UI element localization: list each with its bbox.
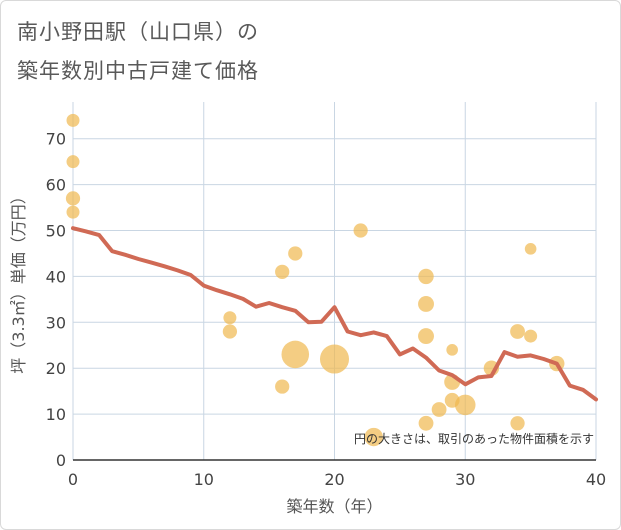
data-bubble <box>319 344 350 374</box>
y-tick-label: 10 <box>46 405 66 424</box>
data-bubble <box>288 246 303 261</box>
data-bubble <box>446 344 458 356</box>
data-bubble <box>454 394 476 416</box>
x-tick-label: 20 <box>324 470 344 489</box>
x-tick-label: 30 <box>455 470 475 489</box>
x-tick-label: 0 <box>68 470 78 489</box>
data-bubble <box>66 205 80 219</box>
y-tick-label: 30 <box>46 313 66 332</box>
data-bubble <box>353 223 368 238</box>
y-tick-label: 20 <box>46 359 66 378</box>
data-bubble <box>66 155 80 169</box>
data-bubble <box>524 243 537 255</box>
data-bubble <box>66 113 80 127</box>
data-bubble <box>223 311 237 325</box>
data-bubble <box>65 191 81 206</box>
bubble-series <box>65 113 565 447</box>
chart-title-line-1: 南小野田駅（山口県）の <box>17 20 259 44</box>
data-bubble <box>418 415 434 431</box>
data-bubble <box>418 268 434 285</box>
x-tick-label: 40 <box>586 470 606 489</box>
data-bubble <box>524 329 538 343</box>
data-bubble <box>418 328 434 345</box>
data-bubble <box>431 402 447 417</box>
data-bubble <box>510 324 525 339</box>
y-tick-label: 50 <box>46 222 66 241</box>
y-tick-label: 40 <box>46 267 66 286</box>
x-tick-labels: 0 10 20 30 40 <box>68 470 606 489</box>
data-bubble <box>418 295 434 312</box>
x-tick-label: 10 <box>194 470 214 489</box>
y-tick-label: 60 <box>46 176 66 195</box>
y-tick-labels: 0 10 20 30 40 50 60 70 <box>46 130 66 470</box>
chart-title-line-2: 築年数別中古戸建て価格 <box>17 59 259 83</box>
data-bubble <box>275 379 290 394</box>
y-tick-label: 70 <box>46 130 66 149</box>
gridlines <box>72 102 597 460</box>
data-bubble <box>281 340 310 369</box>
x-axis-label: 築年数（年） <box>286 497 382 516</box>
bubble-size-note: 円の大きさは、取引のあった物件面積を示す <box>354 431 594 446</box>
y-axis-label: 坪（3.3㎡）単価（万円） <box>9 188 28 373</box>
data-bubble <box>222 324 238 339</box>
y-tick-label: 0 <box>56 451 66 470</box>
average-trend-line <box>71 226 598 402</box>
data-bubble <box>364 427 383 447</box>
data-bubble <box>275 264 290 279</box>
data-bubble <box>510 416 525 431</box>
